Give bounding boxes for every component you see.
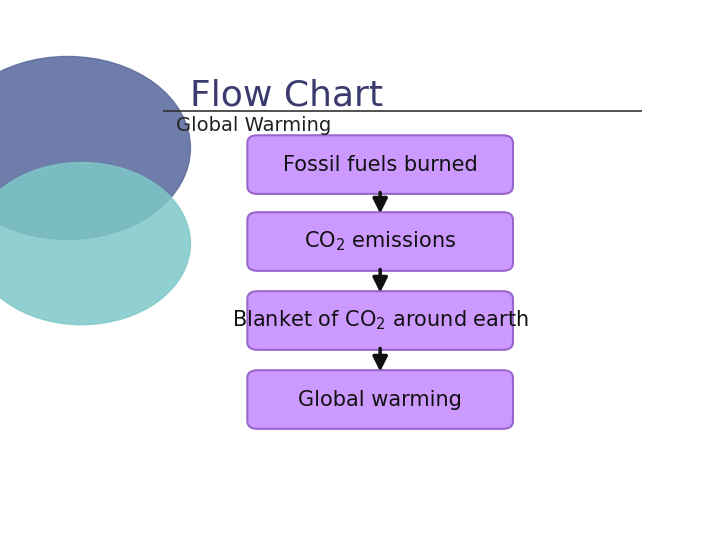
FancyBboxPatch shape [248,212,513,271]
Text: Global warming: Global warming [298,389,462,409]
Text: CO$_2$ emissions: CO$_2$ emissions [304,230,456,253]
Text: Fossil fuels burned: Fossil fuels burned [283,154,477,174]
FancyBboxPatch shape [248,370,513,429]
Text: Global Warming: Global Warming [176,116,332,134]
FancyBboxPatch shape [248,136,513,194]
FancyBboxPatch shape [248,291,513,350]
Text: Flow Chart: Flow Chart [190,79,384,113]
Circle shape [0,163,191,325]
Circle shape [0,57,190,239]
Text: Blanket of CO$_2$ around earth: Blanket of CO$_2$ around earth [232,309,528,332]
